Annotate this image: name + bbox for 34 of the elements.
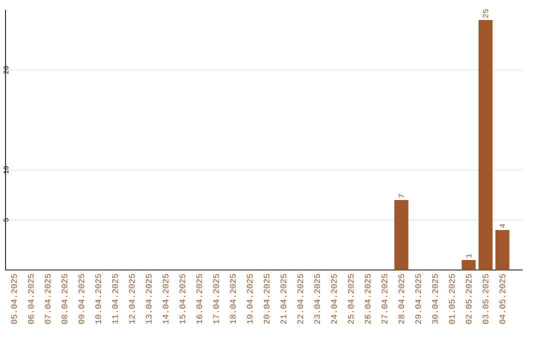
x-tick-label: 19.04.2025 (246, 274, 253, 324)
x-tick-label: 12.04.2025 (129, 274, 135, 324)
x-tick-label: 07.04.2025 (44, 274, 51, 324)
x-tick-label: 08.04.2025 (62, 274, 68, 324)
x-tick-label: 17.04.2025 (213, 274, 219, 324)
x-tick-label: 25.04.2025 (348, 274, 354, 324)
x-tick-label: 30.04.2025 (432, 274, 438, 324)
x-tick-label: 15.04.2025 (180, 274, 186, 324)
x-tick-label: 10.04.2025 (95, 274, 102, 324)
x-tick-label: 05.04.2025 (11, 274, 17, 324)
x-tick-label: 11.04.2025 (112, 274, 118, 324)
x-tick-label: 06.04.2025 (28, 274, 34, 324)
x-tick-label: 23.04.2025 (314, 274, 320, 324)
x-tick-label: 28.04.2025 (398, 274, 404, 324)
x-tick-label: 16.04.2025 (196, 274, 202, 324)
bar (394, 200, 408, 270)
bar (462, 260, 476, 270)
x-tick-label: 29.04.2025 (415, 274, 422, 324)
x-tick-label: 02.05.2025 (466, 274, 472, 324)
x-tick-label: 04.05.2025 (499, 274, 506, 324)
x-tick-label: 09.04.2025 (78, 274, 84, 324)
x-tick-label: 24.04.2025 (331, 274, 337, 324)
x-tick-label: 18.04.2025 (230, 274, 236, 324)
bar (478, 20, 493, 270)
x-tick-label: 20.04.2025 (264, 274, 270, 324)
x-tick-label: 27.04.2025 (382, 274, 388, 324)
bar (495, 230, 510, 270)
x-tick-label: 26.04.2025 (364, 274, 371, 324)
x-tick-label: 14.04.2025 (162, 274, 168, 324)
x-tick-label: 22.04.2025 (297, 274, 304, 324)
x-tick-label: 13.04.2025 (146, 274, 152, 324)
x-tick-label: 01.05.2025 (448, 274, 455, 324)
x-tick-label: 21.04.2025 (280, 274, 286, 324)
x-tick-label: 03.05.2025 (482, 274, 488, 324)
